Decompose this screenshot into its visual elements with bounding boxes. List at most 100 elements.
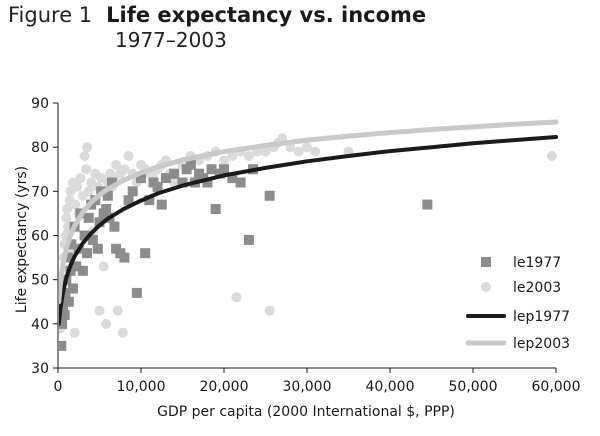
figure-subtitle: 1977–2003 [115,28,227,52]
y-axis-title: Life expectancy (yrs) [14,166,30,313]
point-le1977 [59,310,70,320]
y-tick-label: 70 [31,184,49,200]
point-le1977 [83,212,94,223]
point-le2003 [79,151,90,161]
x-tick-label: 40,000 [366,379,415,395]
point-le1977 [264,190,275,201]
point-le2003 [264,305,275,316]
legend-label-lep1977: lep1977 [513,309,570,325]
point-le1977 [66,239,77,250]
legend-marker-le1977 [481,257,491,267]
point-le2003 [94,305,105,316]
x-tick-label: 50,000 [449,379,498,395]
point-le1977 [210,204,221,214]
y-tick-label: 40 [31,317,49,333]
point-le1977 [202,177,213,188]
point-le2003 [69,327,80,338]
point-le1977 [60,287,71,298]
point-le1977 [140,248,151,259]
point-le1977 [106,177,117,188]
point-le1977 [185,159,196,170]
point-le2003 [70,199,81,210]
point-le2003 [293,146,304,157]
y-tick-label: 90 [31,96,49,112]
point-le1977 [77,265,88,276]
point-le1977 [119,252,130,263]
point-le2003 [169,177,180,188]
x-tick-label: 30,000 [283,379,332,395]
point-le2003 [302,142,312,153]
point-le2003 [243,151,254,161]
point-le1977 [169,168,180,179]
line-lep1977 [59,135,558,326]
point-le2003 [83,186,94,197]
point-le1977 [101,204,112,214]
point-le1977 [219,164,229,175]
x-axis-title: GDP per capita (2000 International $, PP… [157,404,455,420]
x-tick-label: 10,000 [117,379,166,395]
legend-label-lep2003: lep2003 [513,336,570,352]
point-le2003 [231,292,242,303]
line-lep2003 [59,119,559,305]
point-le1977 [177,177,188,188]
figure-title-line: Figure 1 Life expectancy vs. income [8,2,426,28]
point-le2003 [62,204,73,214]
figure-title: Life expectancy vs. income [106,3,427,27]
point-le1977 [82,248,93,259]
point-le1977 [71,261,82,272]
point-le1977 [127,186,138,197]
legend-marker-le2003 [481,282,491,292]
y-tick-label: 30 [31,361,49,377]
point-le2003 [111,159,122,170]
legend-label-le1977: le1977 [513,255,561,271]
point-le2003 [117,327,128,338]
point-le1977 [79,230,90,241]
point-le1977 [131,287,142,298]
point-le2003 [101,318,112,329]
point-le1977 [144,195,155,206]
point-le1977 [235,177,246,188]
point-le2003 [112,305,123,316]
y-tick-label: 80 [31,140,49,156]
point-le1977 [156,199,167,210]
point-le2003 [98,261,109,272]
point-le1977 [62,252,73,263]
point-le1977 [63,296,74,307]
legend-label-le2003: le2003 [513,280,561,296]
point-le1977 [59,301,68,312]
point-le1977 [94,217,105,228]
point-le1977 [109,221,120,232]
point-le2003 [81,164,92,175]
point-le2003 [75,173,86,184]
point-le1977 [123,195,134,206]
point-le1977 [206,164,217,175]
point-le2003 [123,151,134,161]
point-le1977 [152,181,163,192]
point-le1977 [227,173,238,184]
point-le2003 [260,146,271,157]
point-le1977 [422,199,433,210]
point-le2003 [310,146,321,157]
x-tick-label: 0 [54,379,63,395]
point-le1977 [160,173,171,184]
point-le1977 [136,173,146,184]
figure-header: Figure 1 Life expectancy vs. income 1977–… [8,2,426,52]
x-tick-label: 60,000 [532,379,581,395]
point-le2003 [546,151,557,161]
point-le1977 [92,243,103,254]
point-le2003 [61,212,72,223]
point-le1977 [243,234,254,245]
figure-number: Figure 1 [8,3,93,27]
point-le1977 [67,283,78,294]
point-le1977 [59,318,68,329]
point-le2003 [227,151,238,161]
point-le2003 [219,155,229,166]
point-le2003 [119,164,130,175]
point-le1977 [87,234,98,245]
x-tick-label: 20,000 [200,379,249,395]
point-le1977 [102,190,113,201]
point-le2003 [82,142,93,153]
point-le1977 [59,340,67,351]
point-le2003 [72,181,83,192]
